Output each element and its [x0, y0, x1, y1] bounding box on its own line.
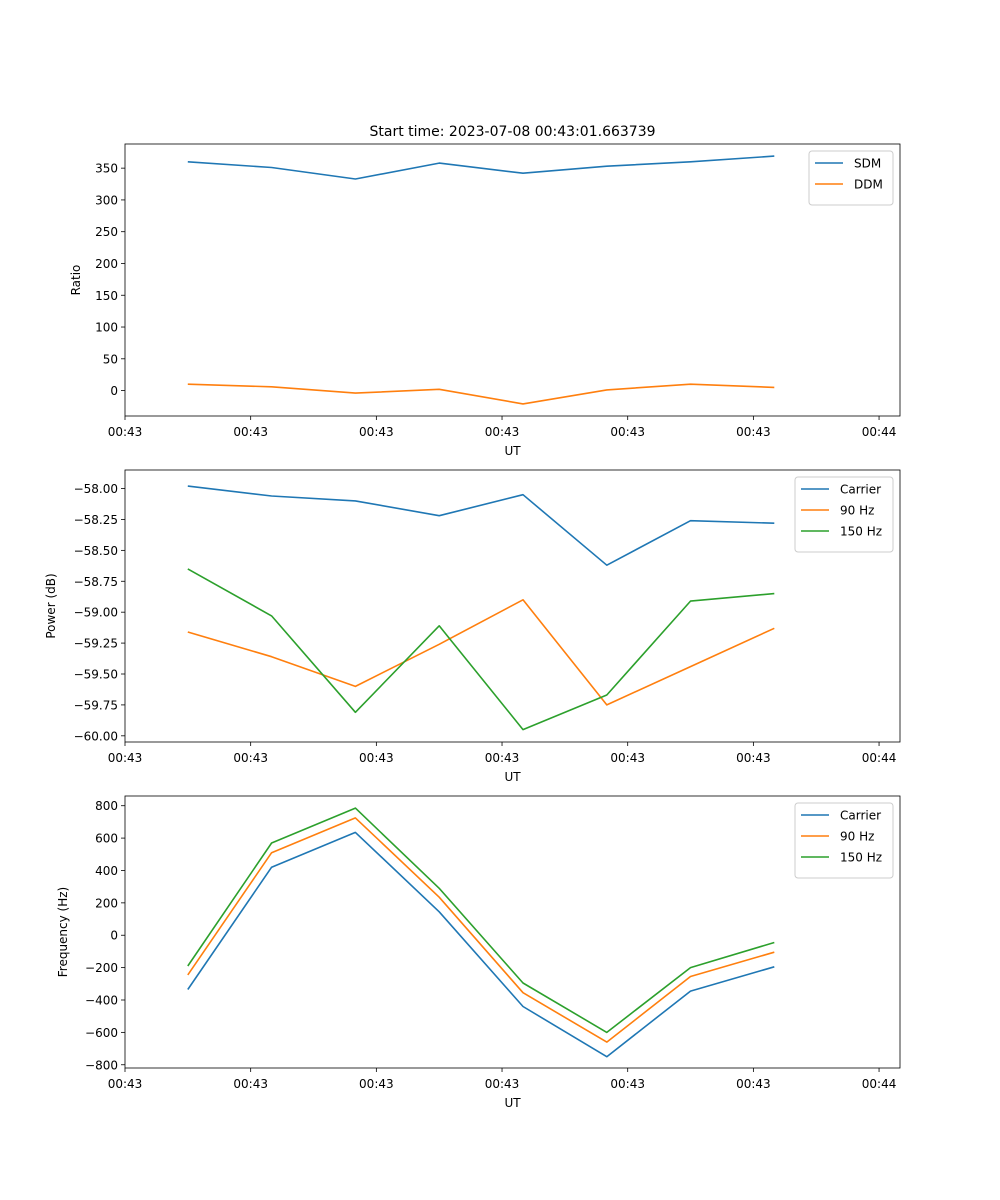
x-tick-label: 00:43	[485, 1077, 520, 1091]
y-tick-label: 800	[95, 799, 118, 813]
legend-label: 150 Hz	[840, 851, 882, 865]
legend-label: 90 Hz	[840, 504, 874, 518]
legend: Carrier 90 Hz 150 Hz	[794, 802, 894, 879]
legend-label: 150 Hz	[840, 525, 882, 539]
x-tick-label: 00:43	[736, 425, 771, 439]
y-tick-label: −200	[85, 961, 118, 975]
y-axis-label: Ratio	[69, 265, 83, 296]
x-tick-label: 00:43	[485, 425, 520, 439]
legend-box	[808, 150, 894, 206]
y-tick-label: 100	[95, 321, 118, 335]
y-tick-label: 0	[110, 929, 118, 943]
legend-label: SDM	[854, 157, 881, 171]
y-tick-label: 300	[95, 193, 118, 207]
legend-label: 90 Hz	[840, 830, 874, 844]
y-axis-label: Frequency (Hz)	[56, 887, 70, 978]
x-tick-label: 00:43	[736, 751, 771, 765]
y-tick-label: −400	[85, 994, 118, 1008]
y-tick-label: −58.75	[74, 575, 118, 589]
series-line-150-hz	[187, 807, 775, 1034]
x-tick-label: 00:43	[359, 751, 394, 765]
y-tick-label: 200	[95, 257, 118, 271]
legend: SDM DDM	[808, 150, 894, 206]
y-tick-label: −60.00	[74, 729, 118, 743]
x-tick-label: 00:43	[359, 1077, 394, 1091]
legend-box	[794, 476, 894, 553]
legend: Carrier 90 Hz 150 Hz	[794, 476, 894, 553]
x-tick-label: 00:44	[862, 1077, 897, 1091]
chart-title: Start time: 2023-07-08 00:43:01.663739	[369, 124, 655, 140]
y-tick-label: −59.25	[74, 637, 118, 651]
legend-label: DDM	[854, 178, 883, 192]
y-tick-label: −59.00	[74, 606, 118, 620]
axes-frame	[124, 795, 901, 1069]
x-tick-label: 00:43	[233, 751, 268, 765]
y-tick-label: −58.25	[74, 513, 118, 527]
x-tick-label: 00:43	[736, 1077, 771, 1091]
y-tick-label: −58.50	[74, 544, 118, 558]
x-tick-label: 00:43	[108, 1077, 143, 1091]
x-tick-label: 00:43	[233, 1077, 268, 1091]
x-axis-label: UT	[504, 1096, 521, 1110]
chart-panel-3: −800 −600 −400 −200 0 200 400 600 800 00:43 00:43 0…	[56, 795, 901, 1110]
y-tick-label: −59.75	[74, 698, 118, 712]
x-tick-label: 00:44	[862, 425, 897, 439]
y-tick-label: 150	[95, 289, 118, 303]
chart-panel-1: Start time: 2023-07-08 00:43:01.663739 0 5…	[69, 124, 901, 458]
legend-label: Carrier	[840, 483, 881, 497]
y-tick-label: 350	[95, 162, 118, 176]
y-tick-label: −600	[85, 1026, 118, 1040]
axes-frame	[124, 143, 901, 417]
x-tick-label: 00:43	[233, 425, 268, 439]
x-tick-label: 00:43	[610, 1077, 645, 1091]
series-line-sdm	[187, 155, 775, 180]
y-tick-label: −800	[85, 1058, 118, 1072]
axes-frame	[124, 469, 901, 743]
x-axis-label: UT	[504, 444, 521, 458]
x-tick-label: 00:44	[862, 751, 897, 765]
x-axis-label: UT	[504, 770, 521, 784]
series-line-carrier	[187, 831, 775, 1058]
x-tick-label: 00:43	[610, 751, 645, 765]
y-tick-label: 250	[95, 225, 118, 239]
series-line-carrier	[187, 485, 775, 567]
x-tick-label: 00:43	[108, 425, 143, 439]
legend-box	[794, 802, 894, 879]
series-line-150-hz	[187, 568, 775, 731]
y-tick-label: −59.50	[74, 668, 118, 682]
y-tick-label: 50	[103, 352, 118, 366]
y-tick-label: 0	[110, 384, 118, 398]
series-line-90-hz	[187, 817, 775, 1043]
y-tick-label: −58.00	[74, 482, 118, 496]
y-tick-label: 400	[95, 864, 118, 878]
x-tick-label: 00:43	[359, 425, 394, 439]
series-line-90-hz	[187, 598, 775, 706]
x-tick-label: 00:43	[485, 751, 520, 765]
y-axis-label: Power (dB)	[44, 573, 58, 638]
x-tick-label: 00:43	[108, 751, 143, 765]
y-tick-label: 600	[95, 832, 118, 846]
y-tick-label: 200	[95, 896, 118, 910]
series-line-ddm	[187, 383, 775, 405]
chart-panel-2: −60.00 −59.75 −59.50 −59.25 −59.00 −58.75 −58.…	[44, 469, 901, 784]
legend-label: Carrier	[840, 809, 881, 823]
x-tick-label: 00:43	[610, 425, 645, 439]
